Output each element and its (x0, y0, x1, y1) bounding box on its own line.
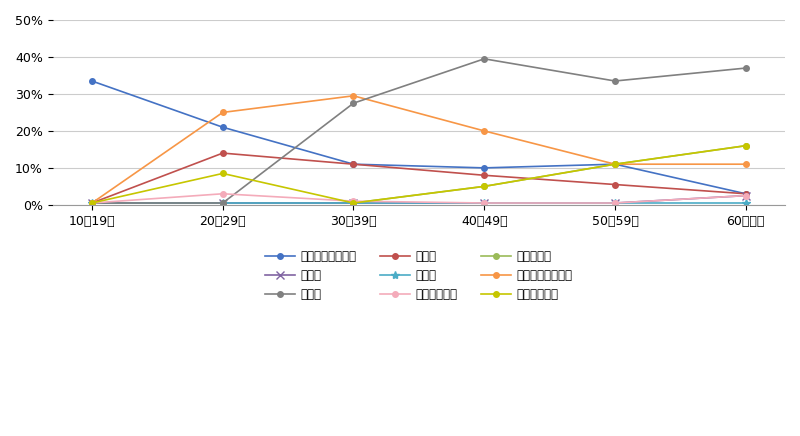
交通の利便性 (741, 193, 750, 198)
Legend: 就職・転職・転業, 就　学, 住　宅, 転　動, 卒　業, 交通の利便性, 退職・廃業, 結婚・離婚・縁組, 生活の利便性: 就職・転職・転業, 就 学, 住 宅, 転 動, 卒 業, 交通の利便性, 退職… (259, 244, 578, 307)
住　宅 (349, 101, 358, 106)
就職・転職・転業 (218, 125, 227, 130)
退職・廃業 (741, 143, 750, 148)
生活の利便性 (218, 171, 227, 176)
結婚・離婚・縁組 (87, 201, 97, 206)
交通の利便性 (479, 201, 489, 206)
Line: 交通の利便性: 交通の利便性 (89, 191, 749, 206)
住　宅 (479, 56, 489, 61)
就　学 (610, 201, 620, 206)
住　宅 (87, 201, 97, 206)
住　宅 (741, 65, 750, 71)
就職・転職・転業 (87, 78, 97, 84)
結婚・離婚・縁組 (349, 93, 358, 99)
退職・廃業 (218, 201, 227, 206)
転　動 (479, 173, 489, 178)
転　動 (87, 201, 97, 206)
転　動 (610, 182, 620, 187)
卒　業 (610, 201, 620, 206)
生活の利便性 (87, 201, 97, 206)
就　学 (349, 201, 358, 206)
就職・転職・転業 (741, 191, 750, 196)
Line: 退職・廃業: 退職・廃業 (89, 143, 749, 206)
就　学 (479, 201, 489, 206)
結婚・離婚・縁組 (741, 162, 750, 167)
結婚・離婚・縁組 (479, 128, 489, 133)
生活の利便性 (349, 201, 358, 206)
Line: 住　宅: 住 宅 (89, 56, 749, 206)
就職・転職・転業 (610, 162, 620, 167)
就職・転職・転業 (349, 162, 358, 167)
交通の利便性 (218, 191, 227, 196)
生活の利便性 (741, 143, 750, 148)
結婚・離婚・縁組 (610, 162, 620, 167)
卒　業 (87, 201, 97, 206)
卒　業 (741, 201, 750, 206)
卒　業 (218, 201, 227, 206)
就職・転職・転業 (479, 165, 489, 170)
Line: 転　動: 転 動 (89, 150, 749, 206)
交通の利便性 (610, 201, 620, 206)
退職・廃業 (349, 201, 358, 206)
住　宅 (218, 201, 227, 206)
卒　業 (479, 201, 489, 206)
Line: 就職・転職・転業: 就職・転職・転業 (89, 78, 749, 197)
Line: 就　学: 就 学 (88, 191, 750, 207)
卒　業 (349, 201, 358, 206)
住　宅 (610, 78, 620, 84)
就　学 (218, 201, 227, 206)
交通の利便性 (349, 198, 358, 204)
Line: 卒　業: 卒 業 (88, 199, 750, 207)
結婚・離婚・縁組 (218, 110, 227, 115)
転　動 (349, 162, 358, 167)
生活の利便性 (610, 162, 620, 167)
就　学 (741, 193, 750, 198)
Line: 結婚・離婚・縁組: 結婚・離婚・縁組 (89, 93, 749, 206)
退職・廃業 (87, 201, 97, 206)
退職・廃業 (479, 184, 489, 189)
交通の利便性 (87, 201, 97, 206)
転　動 (218, 150, 227, 156)
転　動 (741, 191, 750, 196)
Line: 生活の利便性: 生活の利便性 (89, 143, 749, 206)
生活の利便性 (479, 184, 489, 189)
退職・廃業 (610, 162, 620, 167)
就　学 (87, 201, 97, 206)
